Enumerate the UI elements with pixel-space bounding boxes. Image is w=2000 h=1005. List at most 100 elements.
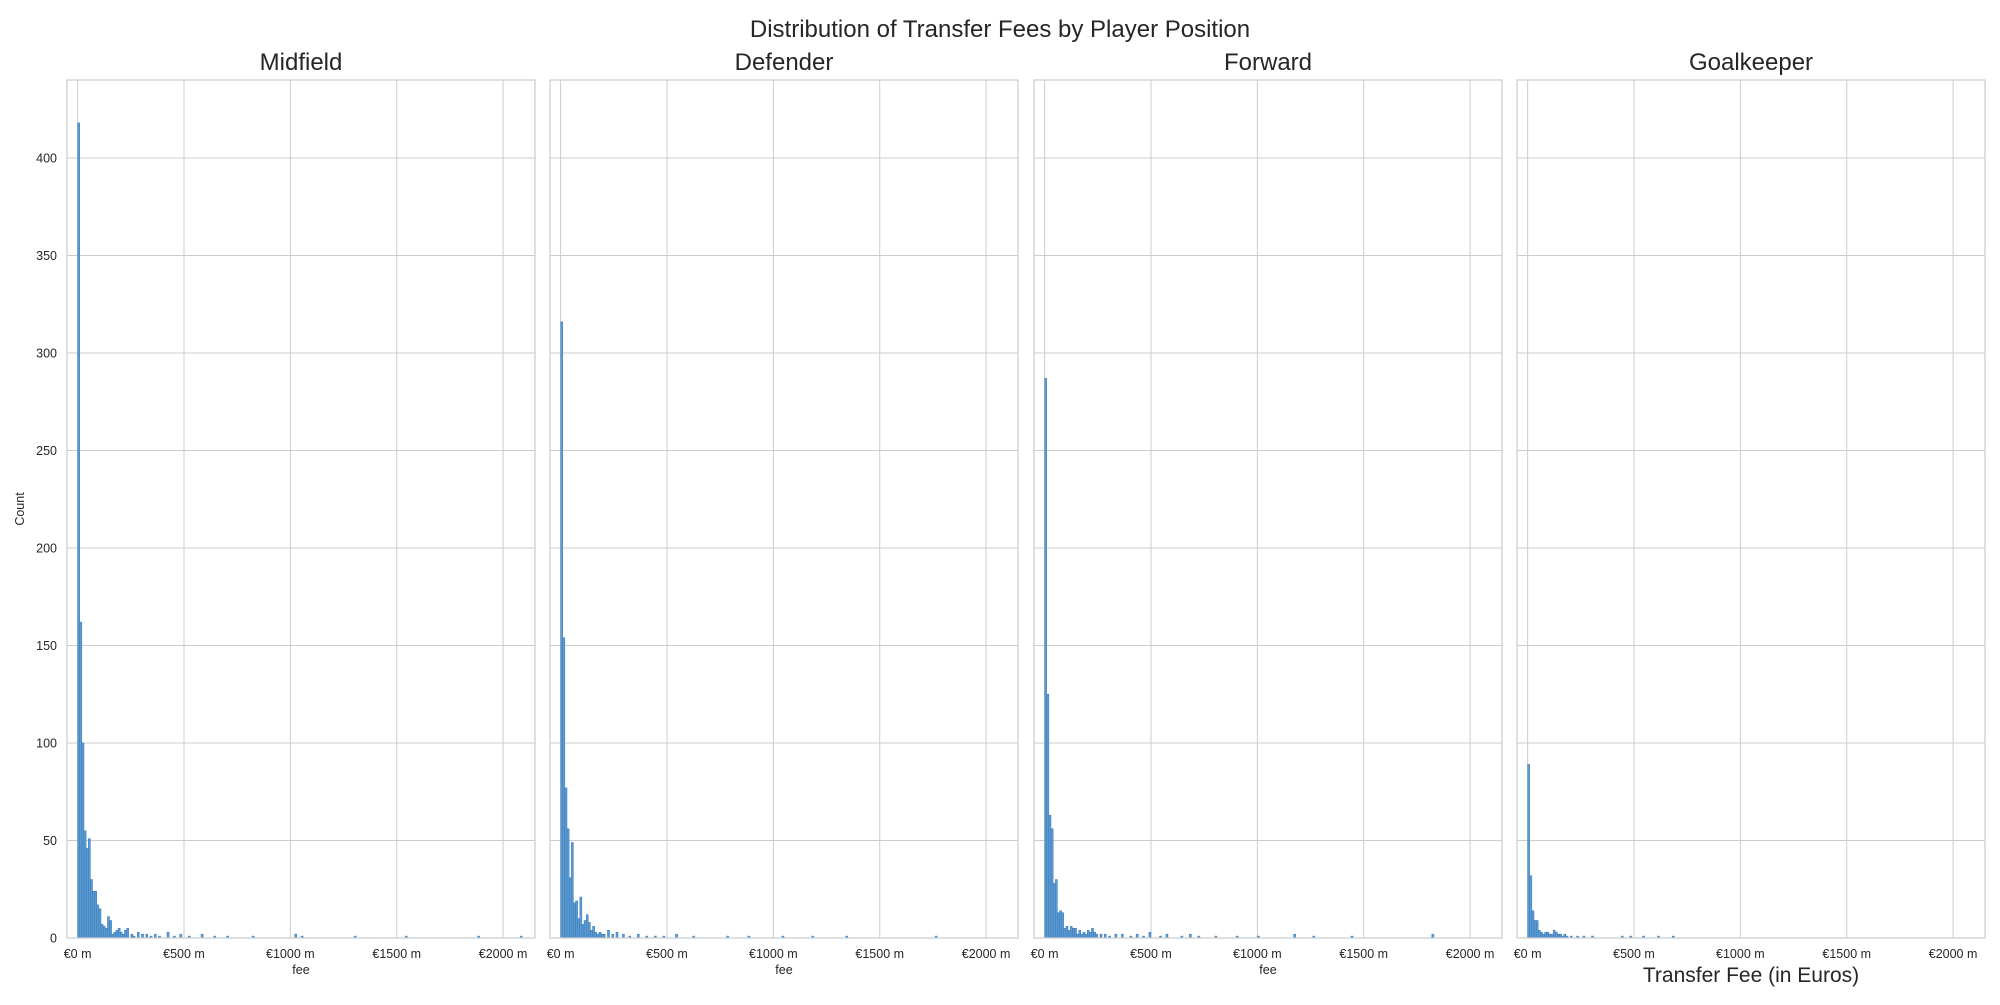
y-tick-label: 100	[36, 737, 57, 751]
x-tick-label: €2000 m	[962, 947, 1011, 961]
y-tick-label: 250	[36, 444, 57, 458]
histogram-bar	[113, 931, 117, 939]
histogram-bar	[124, 930, 127, 939]
x-tick-label: €2000 m	[1446, 947, 1495, 961]
histogram-bar	[83, 830, 87, 939]
histogram-bars	[1044, 378, 1435, 939]
histogram-bar	[592, 926, 595, 939]
histogram-bar	[1552, 930, 1556, 939]
histogram-bar	[615, 931, 619, 939]
histogram-bar	[1055, 879, 1058, 939]
x-tick-label: €0 m	[547, 947, 575, 961]
plot-area	[550, 80, 1018, 938]
y-tick-label: 0	[50, 932, 57, 946]
panel-title: Midfield	[260, 49, 343, 76]
axes-frame	[1033, 79, 1503, 939]
histogram-bar	[1531, 910, 1535, 939]
x-tick-label: €500 m	[163, 947, 205, 961]
histogram-bar	[1546, 931, 1550, 939]
histogram-bar	[90, 879, 93, 939]
x-tick-label: €0 m	[64, 947, 92, 961]
x-tick-label: €1500 m	[1339, 947, 1388, 961]
x-tick-label: €1000 m	[266, 947, 315, 961]
histogram-bar	[94, 891, 97, 939]
histogram-bar	[1093, 931, 1096, 939]
x-tick-label: €1500 m	[372, 947, 421, 961]
histogram-bar	[1535, 920, 1539, 939]
histogram-bar	[1533, 920, 1537, 939]
histogram-bar	[1069, 926, 1073, 939]
histogram-bar	[126, 928, 129, 939]
panel-title: Forward	[1224, 49, 1312, 76]
histogram-bar	[571, 842, 574, 939]
histogram-bar	[1074, 928, 1077, 939]
x-tick-label: €1000 m	[1233, 947, 1282, 961]
figure-suptitle: Distribution of Transfer Fees by Player …	[750, 16, 1250, 43]
histogram-bar	[1065, 926, 1069, 939]
histogram-bar	[575, 900, 578, 939]
histogram-bar	[77, 122, 80, 939]
histogram-bar	[607, 930, 610, 939]
plot-area	[1034, 80, 1502, 938]
histogram-bar	[581, 924, 585, 939]
histogram-bar	[1050, 828, 1054, 939]
histogram-bar	[92, 891, 95, 939]
histogram-bar	[1057, 912, 1060, 939]
y-tick-label: 300	[36, 347, 57, 361]
histogram-bar	[566, 828, 570, 939]
histogram-bar	[166, 931, 170, 939]
x-tick-label: €2000 m	[479, 947, 528, 961]
histogram-bar	[1061, 912, 1064, 939]
histogram-bar	[107, 916, 110, 939]
panel-title: Goalkeeper	[1689, 49, 1813, 76]
histogram-bar	[85, 848, 89, 939]
histogram-bar	[598, 931, 602, 939]
histogram-bar	[102, 926, 106, 939]
histogram-bar	[1089, 931, 1092, 939]
x-axis-label: fee	[1259, 963, 1276, 977]
histogram-bar	[96, 904, 100, 939]
histogram-bar	[1067, 930, 1071, 939]
y-tick-label: 50	[43, 834, 57, 848]
histogram-bar	[1082, 931, 1086, 939]
panels: €0 m €500 m €1000 m €1500 m €2000 m 0 50 100 150…	[13, 49, 1986, 987]
histogram-bar	[1555, 931, 1558, 939]
histogram-bar	[568, 877, 572, 939]
histogram-bar	[1148, 931, 1152, 939]
x-tick-label: €0 m	[1514, 947, 1542, 961]
x-tick-label: €1000 m	[749, 947, 798, 961]
x-tick-label: €500 m	[646, 947, 688, 961]
x-axis-label: fee	[292, 963, 309, 977]
histogram-bar	[1046, 694, 1050, 939]
y-tick-label: 350	[36, 249, 57, 263]
x-tick-label: €1500 m	[855, 947, 904, 961]
histogram-bar	[1072, 928, 1075, 939]
histogram-bar	[88, 838, 91, 939]
histogram-bar	[594, 931, 598, 939]
histogram-bar	[1529, 875, 1533, 939]
x-tick-label: €0 m	[1031, 947, 1059, 961]
plot-area	[1517, 80, 1985, 938]
x-tick-label: €2000 m	[1929, 947, 1978, 961]
y-tick-label: 400	[36, 152, 57, 166]
histogram-bar	[98, 908, 102, 939]
axes-frame	[66, 79, 536, 939]
histogram-bar	[1048, 814, 1052, 939]
histogram-bar	[1538, 930, 1541, 939]
histogram-bar	[1063, 928, 1067, 939]
histogram-bar	[573, 902, 576, 939]
histogram-bar	[1078, 930, 1082, 939]
panel-defender: €0 m €500 m €1000 m €1500 m €2000 m Defender f…	[547, 49, 1019, 977]
x-axis-label: Transfer Fee (in Euros)	[1643, 964, 1859, 987]
histogram-bar	[1044, 378, 1047, 939]
histogram-bar	[560, 321, 563, 939]
panel-goalkeeper: €0 m €500 m €1000 m €1500 m €2000 m Goalkeepe…	[1514, 49, 1986, 987]
plot-area	[67, 80, 535, 938]
histogram-bar	[109, 920, 112, 939]
histogram-bar	[115, 930, 119, 939]
histogram-bar	[100, 924, 104, 939]
histogram-bar	[105, 928, 108, 939]
histogram-bar	[119, 931, 123, 939]
y-tick-label: 200	[36, 542, 57, 556]
